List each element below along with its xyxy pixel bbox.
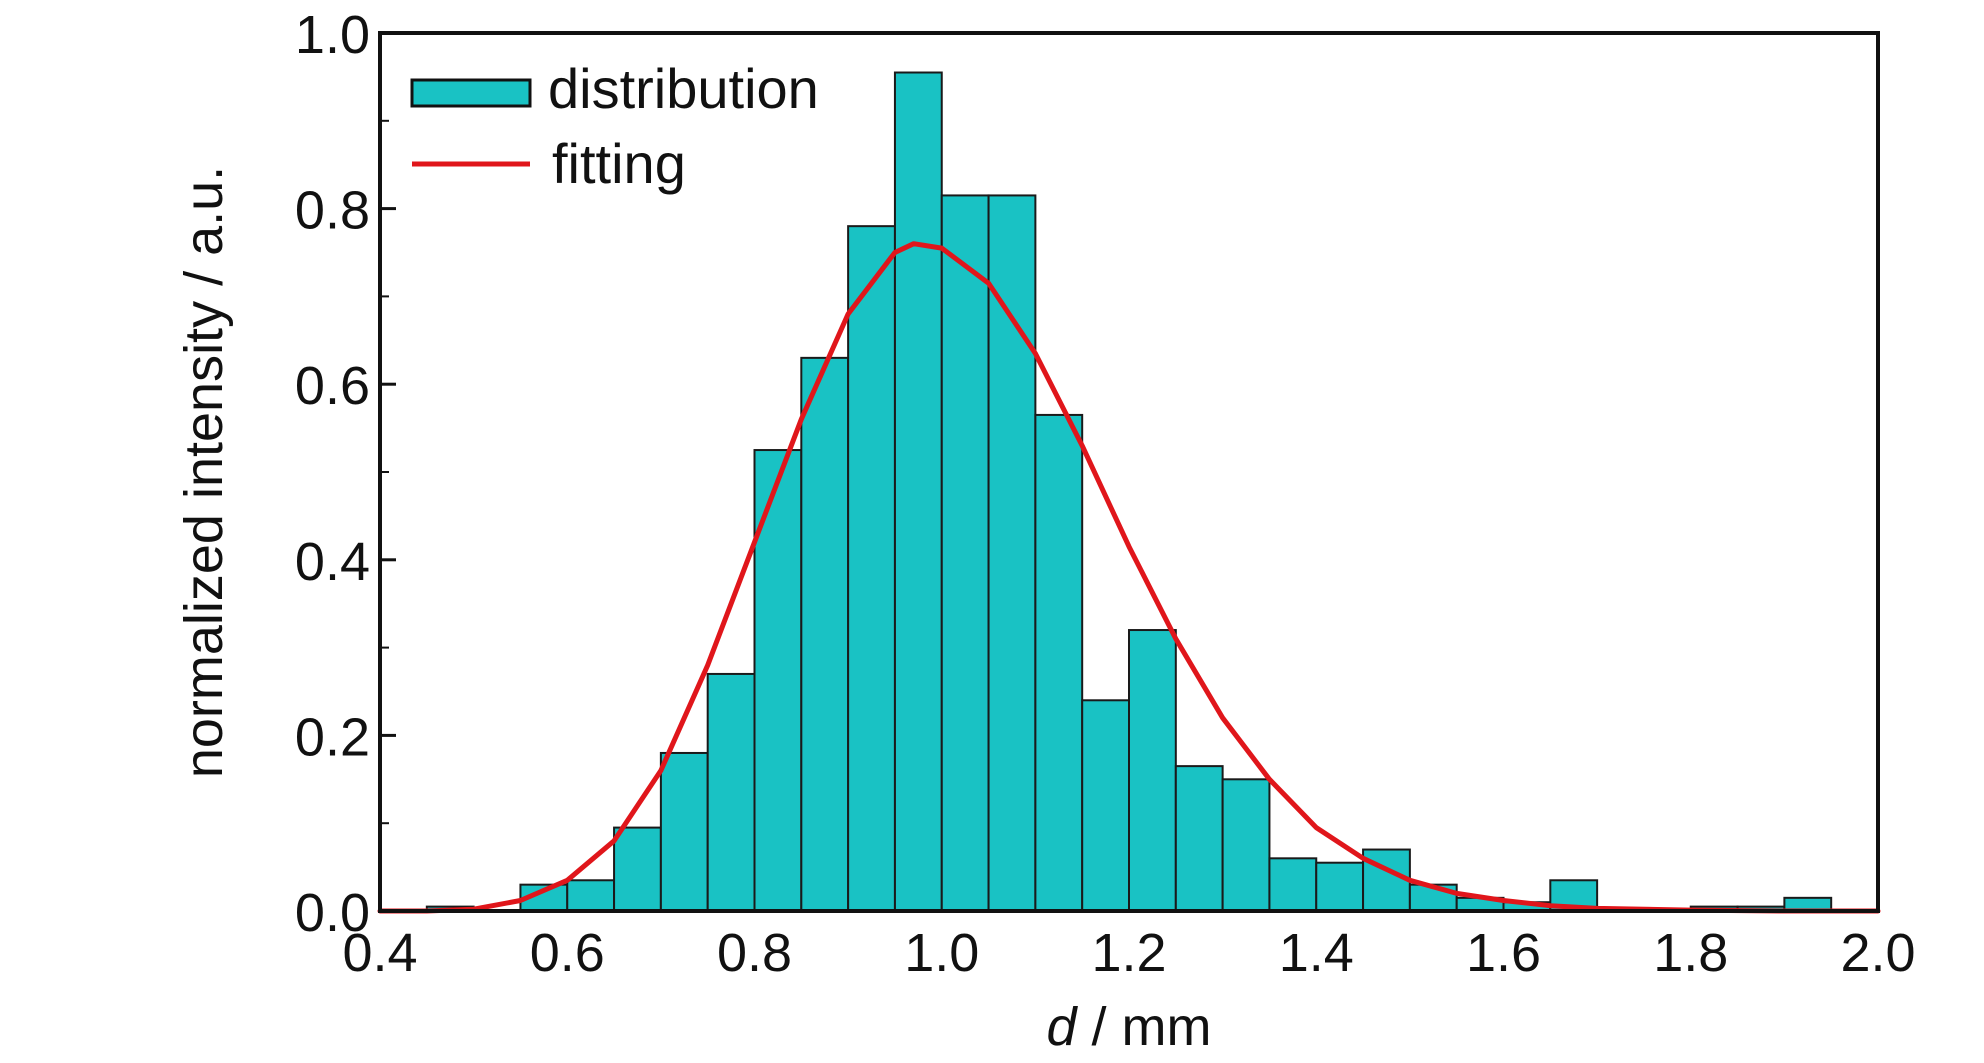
histogram-bar-15 xyxy=(1081,699,1130,913)
histogram-bar-17 xyxy=(1174,765,1224,912)
y-tick-label-1: 0.2 xyxy=(295,707,370,767)
histogram-bars xyxy=(425,71,1833,913)
x-tick-label-2: 0.8 xyxy=(717,923,792,983)
histogram-bar-13 xyxy=(987,194,1037,912)
legend-swatch-distribution xyxy=(410,78,532,108)
x-tick-label-1: 0.6 xyxy=(530,923,605,983)
histogram-bar-21 xyxy=(1362,848,1411,912)
histogram-bar-9 xyxy=(800,356,850,912)
x-tick-label-8: 2.0 xyxy=(1840,923,1915,983)
y-axis-title: normalized intensity / a.u. xyxy=(174,166,234,778)
histogram-bar-4 xyxy=(566,879,616,913)
x-axis-title: d / mm xyxy=(1046,997,1211,1057)
y-tick-label-2: 0.4 xyxy=(295,532,370,592)
x-tick-label-7: 1.8 xyxy=(1653,923,1728,983)
x-axis-variable: d xyxy=(1046,997,1078,1057)
histogram-bar-19 xyxy=(1268,857,1318,913)
histogram-bar-18 xyxy=(1221,778,1271,912)
x-tick-label-0: 0.4 xyxy=(342,923,417,983)
x-tick-label-6: 1.6 xyxy=(1466,923,1541,983)
legend: distribution fitting xyxy=(410,57,819,195)
y-tick-label-5: 1.0 xyxy=(295,5,370,65)
histogram-bar-12 xyxy=(940,194,990,912)
y-tick-label-3: 0.6 xyxy=(295,356,370,416)
histogram-bar-6 xyxy=(659,751,709,913)
plot-frame xyxy=(378,31,1880,913)
x-axis-unit: / mm xyxy=(1077,997,1212,1057)
legend-label-distribution: distribution xyxy=(548,57,819,120)
histogram-bar-7 xyxy=(706,672,756,912)
y-tick-label-4: 0.8 xyxy=(295,181,370,241)
histogram-bar-16 xyxy=(1128,629,1177,912)
histogram-bar-11 xyxy=(893,71,943,912)
histogram-bar-20 xyxy=(1315,861,1365,913)
fitting-curve xyxy=(377,241,1881,914)
legend-label-fitting: fitting xyxy=(552,132,686,195)
x-tick-label-4: 1.2 xyxy=(1091,923,1166,983)
x-tick-label-3: 1.0 xyxy=(904,923,979,983)
y-axis-ticks: 0.0 0.2 0.4 0.6 0.8 1.0 xyxy=(295,5,396,943)
x-tick-label-5: 1.4 xyxy=(1279,923,1354,983)
histogram-bar-10 xyxy=(847,225,896,913)
y-tick-label-0: 0.0 xyxy=(295,883,370,943)
x-axis-ticks: 0.4 0.6 0.8 1.0 1.2 1.4 1.6 1.8 2.0 xyxy=(342,923,1915,983)
histogram-bar-14 xyxy=(1034,413,1084,912)
histogram-bar-5 xyxy=(613,826,662,913)
